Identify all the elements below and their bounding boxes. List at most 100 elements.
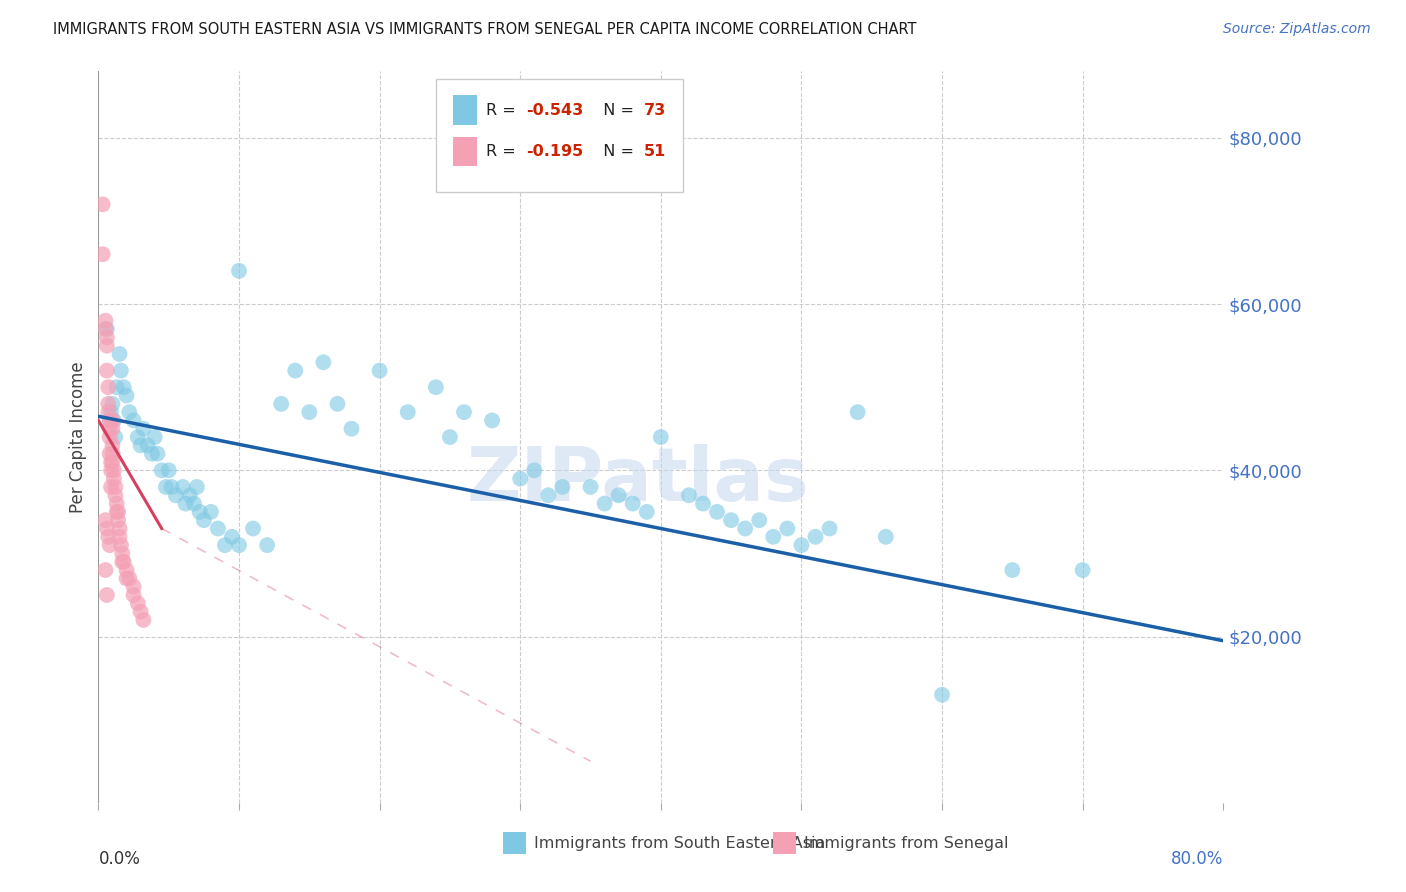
Point: [97, 530, 120, 544]
Point: [94, 314, 117, 328]
Point: [122, 413, 145, 427]
Point: [298, 405, 321, 419]
Point: [103, 413, 125, 427]
Point: [122, 588, 145, 602]
Text: R =: R =: [486, 103, 522, 118]
Point: [98, 538, 121, 552]
Point: [97, 397, 120, 411]
Bar: [773, 832, 796, 854]
Point: [143, 430, 166, 444]
Point: [1001, 563, 1024, 577]
Bar: [453, 137, 478, 167]
Point: [368, 363, 391, 377]
Point: [104, 430, 127, 444]
Point: [157, 463, 180, 477]
Point: [136, 438, 159, 452]
FancyBboxPatch shape: [436, 78, 683, 192]
Point: [110, 363, 132, 377]
Point: [340, 422, 363, 436]
Point: [172, 480, 194, 494]
Y-axis label: Per Capita Income: Per Capita Income: [69, 361, 87, 513]
Point: [183, 497, 205, 511]
Text: 73: 73: [644, 103, 666, 118]
Point: [193, 513, 215, 527]
Point: [312, 355, 335, 369]
Point: [734, 521, 756, 535]
Point: [108, 530, 131, 544]
Text: N =: N =: [593, 103, 640, 118]
Point: [107, 513, 129, 527]
Point: [96, 330, 118, 344]
Point: [200, 505, 222, 519]
Point: [804, 530, 827, 544]
Point: [931, 688, 953, 702]
Text: Source: ZipAtlas.com: Source: ZipAtlas.com: [1223, 22, 1371, 37]
Point: [94, 322, 117, 336]
Point: [129, 605, 152, 619]
Point: [100, 463, 122, 477]
Point: [593, 497, 616, 511]
Point: [115, 563, 138, 577]
Point: [118, 405, 141, 419]
Point: [150, 463, 173, 477]
Point: [621, 497, 644, 511]
Text: 0.0%: 0.0%: [98, 850, 141, 868]
Point: [98, 413, 121, 427]
Point: [160, 480, 183, 494]
Point: [110, 538, 132, 552]
Point: [636, 505, 658, 519]
Point: [100, 405, 122, 419]
Point: [105, 380, 128, 394]
Point: [551, 480, 574, 494]
Point: [97, 405, 120, 419]
Point: [94, 563, 117, 577]
Point: [118, 571, 141, 585]
Point: [537, 488, 560, 502]
Text: Immigrants from Senegal: Immigrants from Senegal: [804, 836, 1008, 851]
Point: [104, 480, 127, 494]
Point: [155, 480, 177, 494]
Point: [214, 538, 236, 552]
Point: [127, 596, 149, 610]
Point: [101, 413, 124, 427]
Point: [112, 555, 135, 569]
Point: [112, 380, 135, 394]
Point: [481, 413, 503, 427]
Point: [228, 264, 250, 278]
Point: [91, 247, 114, 261]
Point: [207, 521, 229, 535]
Point: [101, 397, 124, 411]
Point: [132, 613, 155, 627]
Bar: [453, 95, 478, 125]
Point: [96, 521, 118, 535]
Point: [174, 497, 197, 511]
Point: [141, 447, 163, 461]
Point: [425, 380, 447, 394]
Point: [146, 447, 169, 461]
Point: [228, 538, 250, 552]
Point: [1071, 563, 1094, 577]
Point: [678, 488, 700, 502]
Point: [607, 488, 630, 502]
Point: [706, 505, 728, 519]
Point: [111, 546, 134, 560]
Point: [179, 488, 201, 502]
Point: [270, 397, 292, 411]
Text: -0.543: -0.543: [526, 103, 583, 118]
Point: [326, 397, 349, 411]
Point: [91, 197, 114, 211]
Point: [256, 538, 278, 552]
Point: [103, 472, 125, 486]
Point: [186, 480, 208, 494]
Point: [762, 530, 785, 544]
Point: [105, 505, 128, 519]
Point: [165, 488, 187, 502]
Point: [692, 497, 714, 511]
Point: [122, 580, 145, 594]
Point: [96, 588, 118, 602]
Point: [103, 463, 125, 477]
Point: [846, 405, 869, 419]
Point: [132, 422, 155, 436]
Point: [579, 480, 602, 494]
Point: [129, 438, 152, 452]
